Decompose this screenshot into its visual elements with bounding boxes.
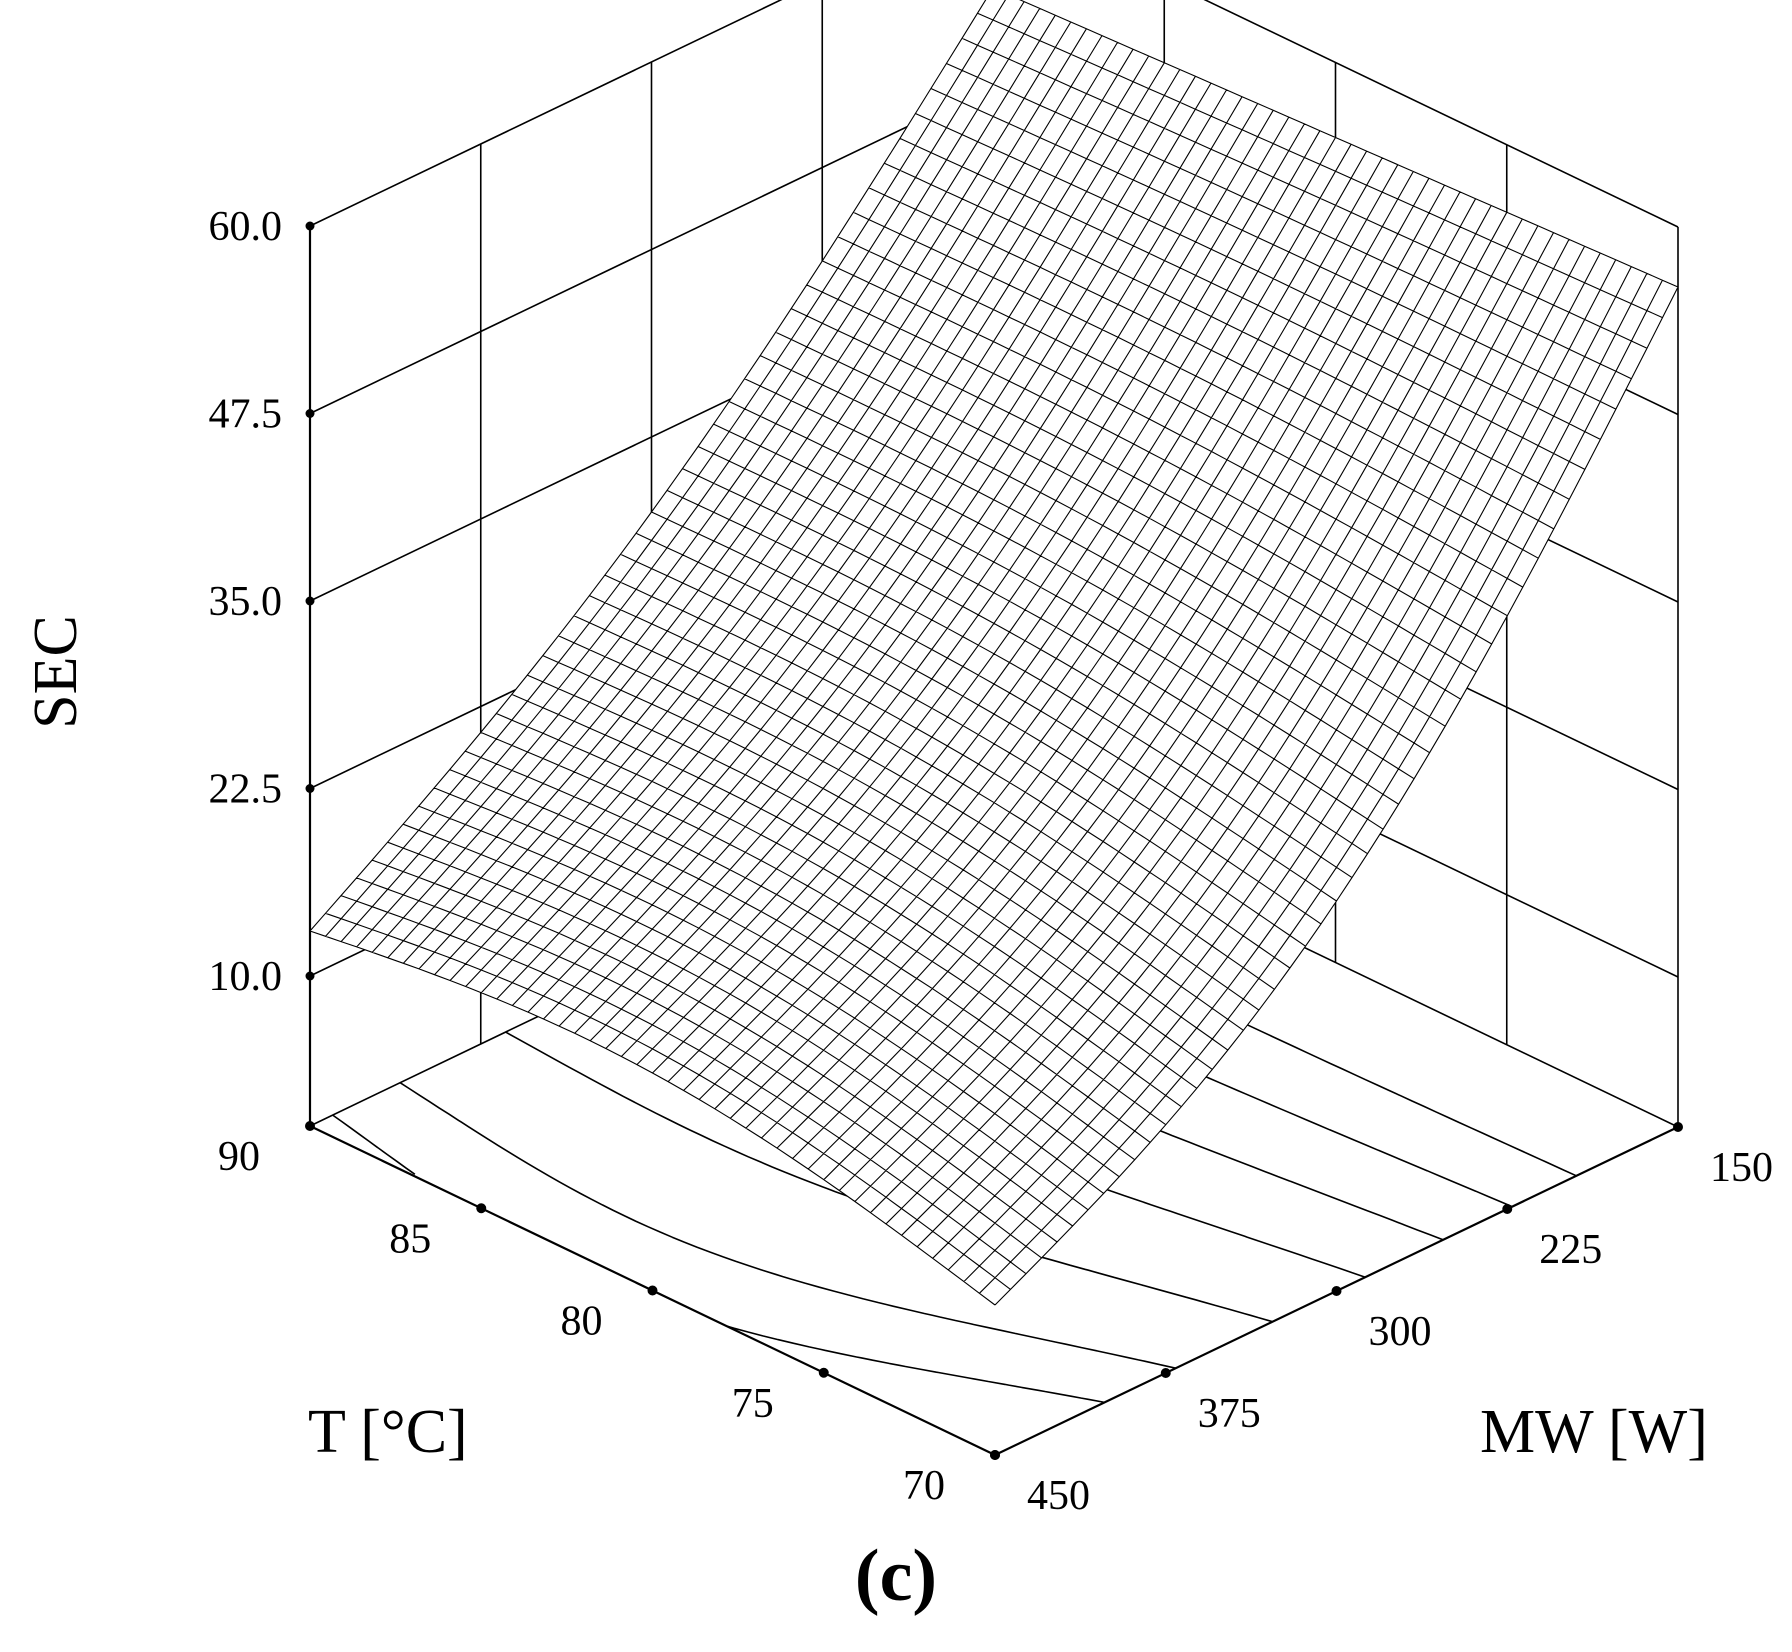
y-tick-dot (1502, 1204, 1513, 1214)
contour-line (399, 1082, 1176, 1369)
y-tick-dot (1331, 1286, 1342, 1296)
y-tick-label: 225 (1539, 1227, 1602, 1273)
x-tick-label: 70 (903, 1463, 945, 1509)
surface-fill (310, 0, 1678, 1305)
z-tick-dot (305, 409, 315, 418)
x-tick-dot (476, 1203, 487, 1214)
y-tick-label: 150 (1710, 1145, 1773, 1191)
y-axis-title: MW [W] (1480, 1398, 1708, 1466)
z-tick-label: 35.0 (209, 579, 283, 625)
z-tick-label: 47.5 (209, 392, 283, 438)
x-tick-label: 90 (218, 1134, 260, 1180)
x-tick-label: 80 (561, 1299, 603, 1345)
panel-label: (c) (855, 1535, 937, 1617)
z-tick-label: 10.0 (209, 954, 283, 1000)
z-tick-label: 22.5 (209, 767, 283, 813)
z-axis-title: SEC (22, 615, 90, 729)
axis-ticks: 10.0 22.5 35.0 47.5 60.0 90 85 80 75 70 450 375 300 2… (209, 204, 1774, 1519)
x-tick-label: 75 (732, 1381, 774, 1427)
z-tick-dot (305, 784, 315, 793)
y-tick-dot (1160, 1368, 1171, 1378)
x-tick-dot (305, 1121, 315, 1131)
y-tick-label: 375 (1198, 1391, 1261, 1437)
x-tick-label: 85 (389, 1216, 431, 1262)
surface-wireframe (309, 0, 1679, 1306)
z-tick-dot (305, 221, 315, 231)
z-tick-dot (305, 596, 315, 606)
y-tick-label: 450 (1027, 1473, 1090, 1519)
x-tick-dot (647, 1285, 658, 1296)
x-tick-dot (818, 1367, 829, 1378)
contour-line (332, 1114, 1105, 1404)
y-tick-dot (990, 1450, 1000, 1460)
z-tick-dot (305, 971, 315, 981)
y-tick-dot (1673, 1122, 1683, 1132)
z-tick-label: 60.0 (209, 204, 283, 250)
x-axis-title: T [°C] (308, 1398, 468, 1466)
y-tick-label: 300 (1369, 1309, 1432, 1355)
response-surface-mesh (309, 0, 1679, 1306)
